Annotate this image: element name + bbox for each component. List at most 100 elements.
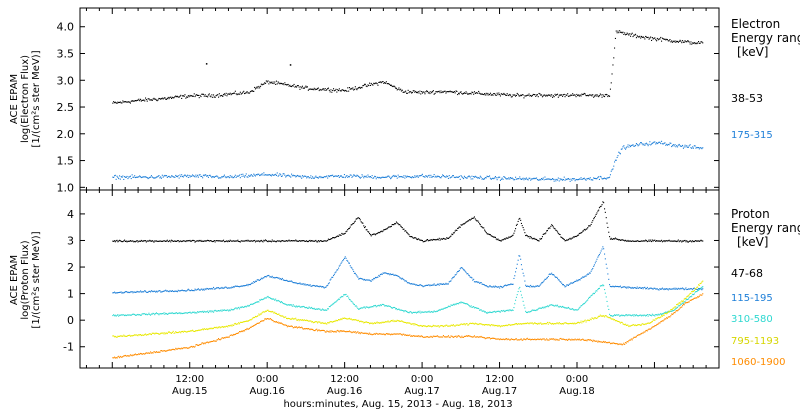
electron-point: [224, 176, 226, 178]
proton-point: [369, 333, 371, 335]
electron-point: [468, 175, 470, 177]
proton-point: [328, 322, 330, 324]
proton-point: [181, 313, 183, 315]
proton-point: [347, 295, 349, 297]
proton-point: [285, 316, 287, 318]
proton-point: [265, 318, 267, 320]
electron-point: [587, 94, 589, 96]
electron-point: [395, 175, 397, 177]
electron-point: [466, 92, 468, 94]
proton-point: [657, 316, 659, 318]
proton-point: [275, 321, 277, 323]
electron-point: [619, 153, 621, 155]
electron-point: [191, 95, 193, 97]
proton-point: [246, 240, 248, 242]
proton-point: [148, 290, 150, 292]
electron-point: [417, 176, 419, 178]
proton-point: [651, 288, 653, 290]
electron-point: [667, 40, 669, 42]
electron-point: [460, 175, 462, 177]
electron-point: [588, 178, 590, 180]
proton-point: [234, 240, 236, 242]
proton-point: [653, 319, 655, 321]
proton-point: [168, 312, 170, 314]
proton-point: [225, 325, 227, 327]
proton-point: [305, 284, 307, 286]
proton-point: [661, 315, 663, 317]
proton-point: [521, 339, 523, 341]
proton-point: [250, 283, 252, 285]
proton-point: [273, 240, 275, 242]
proton-point: [258, 279, 260, 281]
electron-point: [621, 32, 623, 34]
proton-point: [295, 326, 297, 328]
proton-point: [682, 300, 684, 302]
proton-point: [666, 288, 668, 290]
proton-point: [404, 321, 406, 323]
electron-point: [671, 40, 673, 42]
electron-point: [658, 141, 660, 143]
electron-point: [577, 179, 579, 181]
proton-point: [572, 282, 574, 284]
proton-point: [320, 285, 322, 287]
proton-point: [288, 239, 290, 241]
proton-point: [327, 283, 329, 285]
proton-point: [468, 274, 470, 276]
electron-point: [550, 95, 552, 97]
electron-point: [411, 92, 413, 94]
electron-point: [113, 101, 115, 103]
proton-point: [421, 311, 423, 313]
proton-point: [130, 240, 132, 242]
electron-point: [582, 178, 584, 180]
proton-point: [124, 335, 126, 337]
electron-point: [699, 42, 701, 44]
electron-point: [479, 93, 481, 95]
proton-point: [679, 304, 681, 306]
proton-point: [444, 283, 446, 285]
electron-point: [552, 178, 554, 180]
electron-point: [271, 173, 273, 175]
proton-point: [445, 307, 447, 309]
proton-point: [564, 307, 566, 309]
proton-point: [656, 317, 658, 319]
proton-point: [455, 229, 457, 231]
proton-point: [219, 339, 221, 341]
proton-point: [452, 277, 454, 279]
proton-point: [231, 240, 233, 242]
electron-point: [411, 177, 413, 179]
electron-point: [422, 175, 424, 177]
proton-point: [388, 333, 390, 335]
proton-point: [635, 287, 637, 289]
proton-point: [664, 313, 666, 315]
electron-point: [190, 95, 192, 97]
proton-point: [228, 325, 230, 327]
electron-point: [241, 92, 243, 94]
electron-point: [213, 96, 215, 98]
proton-point: [114, 291, 116, 293]
proton-point: [364, 279, 366, 281]
electron-point: [686, 145, 688, 147]
electron-point: [655, 39, 657, 41]
proton-point: [297, 240, 299, 242]
proton-point: [648, 239, 650, 241]
proton-point: [507, 309, 509, 311]
proton-point: [149, 314, 151, 316]
proton-point: [480, 309, 482, 311]
proton-point: [283, 324, 285, 326]
proton-point: [251, 282, 253, 284]
proton-point: [396, 333, 398, 335]
electron-point: [463, 178, 465, 180]
proton-point: [438, 326, 440, 328]
proton-point: [651, 239, 653, 241]
proton-point: [188, 347, 190, 349]
proton-point: [333, 273, 335, 275]
proton-point: [406, 280, 408, 282]
electron-point: [160, 98, 162, 100]
proton-point: [390, 320, 392, 322]
electron-point: [568, 178, 570, 180]
electron-point: [114, 175, 116, 177]
proton-point: [546, 277, 548, 279]
proton-point: [136, 314, 138, 316]
proton-point: [699, 240, 701, 242]
proton-point: [232, 324, 234, 326]
